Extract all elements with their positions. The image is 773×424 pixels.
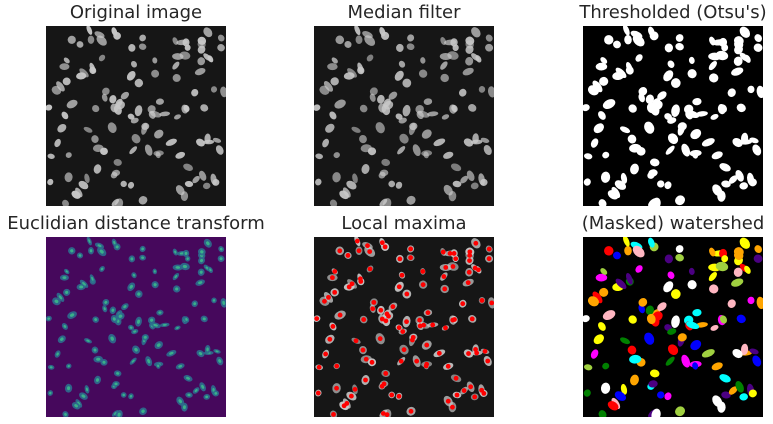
panel-title: Original image bbox=[69, 2, 203, 23]
panel-title: (Masked) watershed bbox=[581, 213, 765, 234]
thresholded-image bbox=[583, 26, 763, 206]
panel-title: Thresholded (Otsu's) bbox=[579, 2, 767, 23]
local-maxima-image bbox=[314, 237, 494, 417]
original-image bbox=[46, 26, 226, 206]
distance-transform-image bbox=[46, 237, 226, 417]
watershed-image bbox=[583, 237, 763, 417]
panel-title: Euclidian distance transform bbox=[7, 213, 265, 234]
median-filter-image bbox=[314, 26, 494, 206]
panel-title: Local maxima bbox=[341, 213, 467, 234]
panel-title: Median filter bbox=[347, 2, 461, 23]
